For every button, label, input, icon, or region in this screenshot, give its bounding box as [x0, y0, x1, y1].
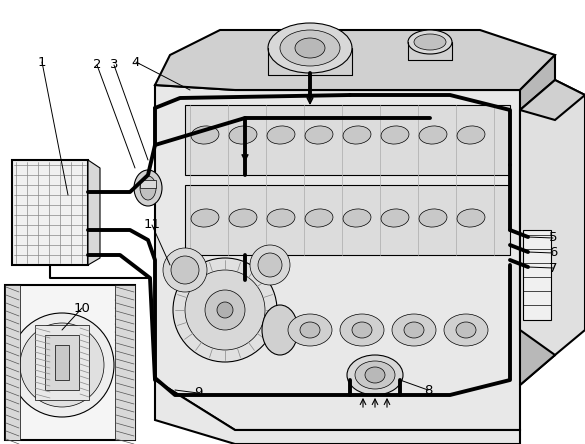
Polygon shape — [155, 85, 555, 430]
Polygon shape — [185, 185, 510, 255]
Ellipse shape — [305, 126, 333, 144]
Text: 3: 3 — [110, 59, 118, 71]
Polygon shape — [520, 80, 585, 355]
Polygon shape — [115, 285, 135, 440]
Ellipse shape — [191, 126, 219, 144]
Ellipse shape — [229, 209, 257, 227]
Polygon shape — [88, 160, 100, 265]
Ellipse shape — [10, 313, 114, 417]
Text: 7: 7 — [549, 262, 558, 274]
Ellipse shape — [268, 23, 352, 73]
Ellipse shape — [300, 322, 320, 338]
Text: 11: 11 — [143, 218, 160, 231]
Ellipse shape — [262, 305, 298, 355]
Ellipse shape — [340, 314, 384, 346]
Ellipse shape — [343, 209, 371, 227]
Ellipse shape — [229, 126, 257, 144]
Ellipse shape — [414, 34, 446, 50]
Polygon shape — [12, 160, 88, 265]
Ellipse shape — [444, 314, 488, 346]
Ellipse shape — [457, 126, 485, 144]
Ellipse shape — [288, 314, 332, 346]
Ellipse shape — [456, 322, 476, 338]
Ellipse shape — [171, 256, 199, 284]
Polygon shape — [185, 105, 510, 175]
Ellipse shape — [404, 322, 424, 338]
Text: 5: 5 — [549, 231, 558, 245]
Polygon shape — [520, 55, 555, 385]
Ellipse shape — [258, 253, 282, 277]
Ellipse shape — [280, 30, 340, 66]
Bar — [35, 325, 89, 400]
Polygon shape — [520, 80, 585, 120]
Text: 9: 9 — [194, 386, 202, 400]
Ellipse shape — [267, 126, 295, 144]
Ellipse shape — [355, 361, 395, 389]
Text: 2: 2 — [93, 59, 101, 71]
Ellipse shape — [173, 258, 277, 362]
Ellipse shape — [191, 209, 219, 227]
Polygon shape — [5, 285, 135, 440]
Polygon shape — [155, 380, 520, 444]
Ellipse shape — [205, 290, 245, 330]
Ellipse shape — [217, 302, 233, 318]
Ellipse shape — [381, 126, 409, 144]
Ellipse shape — [347, 355, 403, 395]
Ellipse shape — [267, 209, 295, 227]
Ellipse shape — [134, 170, 162, 206]
Ellipse shape — [408, 30, 452, 54]
Polygon shape — [5, 285, 20, 440]
Ellipse shape — [352, 322, 372, 338]
Ellipse shape — [295, 38, 325, 58]
Ellipse shape — [250, 245, 290, 285]
Text: 4: 4 — [132, 56, 140, 68]
Bar — [140, 180, 156, 188]
Ellipse shape — [419, 126, 447, 144]
Ellipse shape — [392, 314, 436, 346]
Ellipse shape — [305, 209, 333, 227]
Polygon shape — [155, 30, 555, 90]
Text: 6: 6 — [549, 246, 557, 259]
Ellipse shape — [381, 209, 409, 227]
Bar — [523, 230, 551, 320]
Ellipse shape — [419, 209, 447, 227]
Text: 8: 8 — [424, 384, 432, 396]
Bar — [45, 335, 79, 390]
Ellipse shape — [365, 367, 385, 383]
Text: 10: 10 — [74, 301, 91, 314]
Bar — [55, 345, 69, 380]
Ellipse shape — [140, 176, 156, 200]
Text: 1: 1 — [38, 56, 46, 68]
Ellipse shape — [343, 126, 371, 144]
Ellipse shape — [163, 248, 207, 292]
Ellipse shape — [457, 209, 485, 227]
Ellipse shape — [185, 270, 265, 350]
Ellipse shape — [20, 323, 104, 407]
